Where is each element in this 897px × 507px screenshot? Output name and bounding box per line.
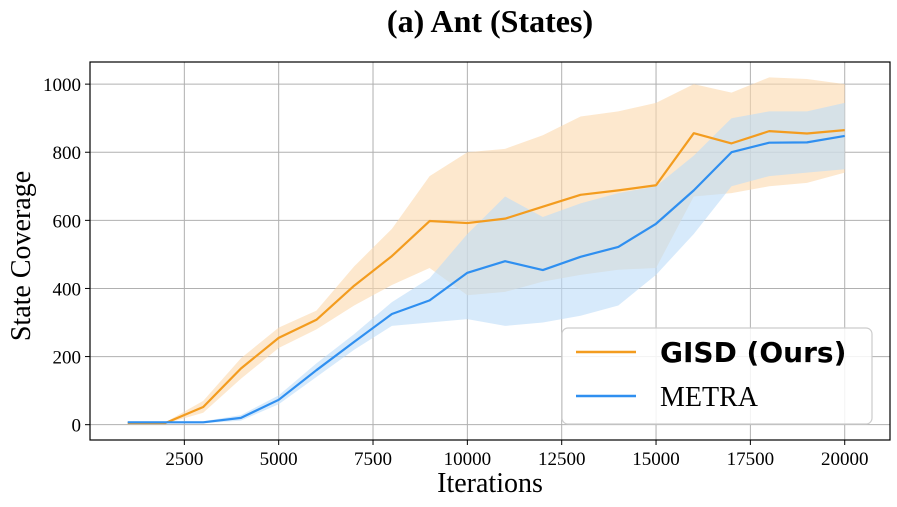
- y-tick-label: 400: [53, 279, 82, 300]
- y-tick-label: 1000: [43, 75, 81, 96]
- x-tick-label: 17500: [727, 449, 775, 470]
- y-tick-label: 800: [53, 143, 82, 164]
- chart-title: (a) Ant (States): [387, 3, 593, 39]
- legend-label-gisd: GISD (Ours): [660, 336, 846, 369]
- x-tick-label: 2500: [165, 449, 203, 470]
- band-metra: [127, 102, 845, 424]
- x-tick-label: 12500: [538, 449, 586, 470]
- x-tick-label: 15000: [632, 449, 680, 470]
- legend-label-metra: METRA: [660, 382, 759, 413]
- confidence-bands: [127, 77, 845, 424]
- x-tick-label: 7500: [354, 449, 392, 470]
- y-axis-ticks: 0 200 400 600 800 1000: [43, 75, 90, 437]
- y-tick-label: 600: [53, 211, 82, 232]
- y-tick-label: 0: [72, 416, 82, 437]
- x-tick-label: 10000: [444, 449, 492, 470]
- x-axis-ticks: 2500 5000 7500 10000 12500 15000 17500 20000: [165, 440, 868, 470]
- series-lines: [127, 129, 845, 425]
- x-tick-label: 5000: [260, 449, 298, 470]
- x-tick-label: 20000: [821, 449, 869, 470]
- legend-box: [561, 327, 873, 425]
- y-axis-label: State Coverage: [6, 171, 37, 341]
- line-metra: [127, 134, 845, 424]
- plot-frame: [89, 61, 891, 441]
- line-gisd: [127, 129, 845, 425]
- x-axis-label: Iterations: [437, 468, 543, 499]
- legend: GISD (Ours) METRA: [561, 327, 873, 425]
- y-tick-label: 200: [53, 348, 82, 369]
